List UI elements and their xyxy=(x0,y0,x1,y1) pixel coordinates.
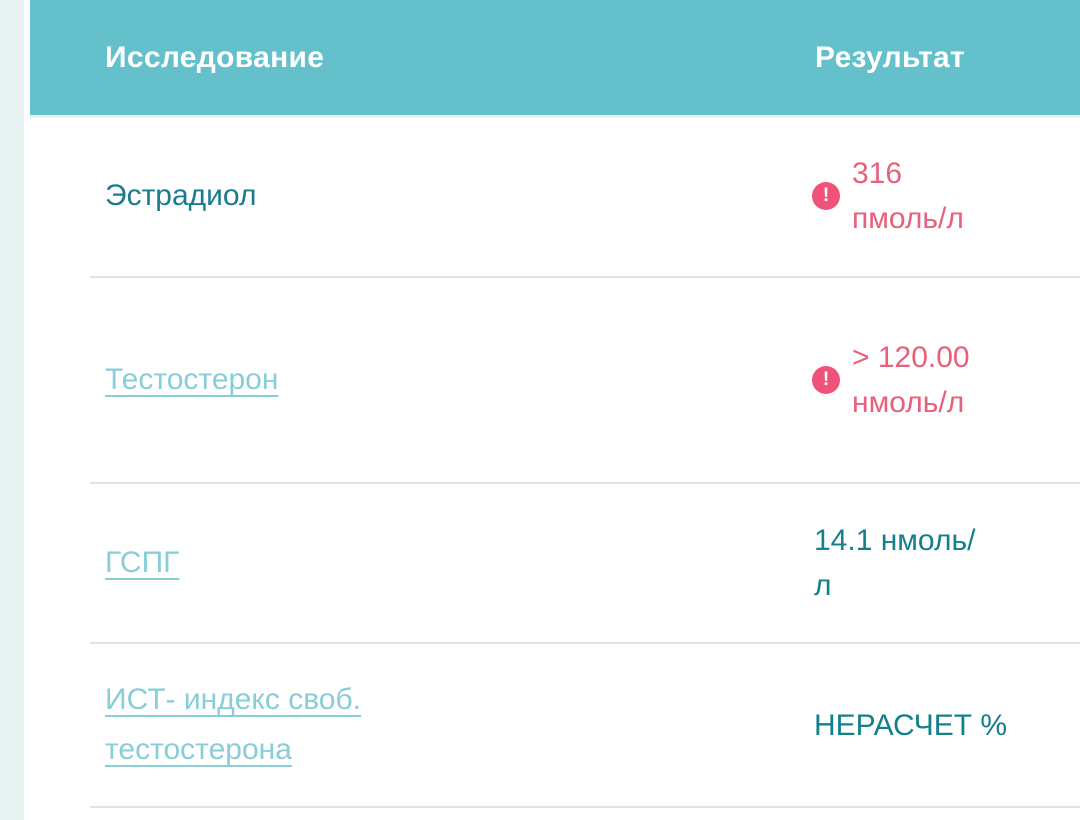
test-name-cell: Эстрадиол xyxy=(90,171,812,221)
result-line: 14.1 нмоль/ xyxy=(814,524,976,557)
table-header: Исследование Результат xyxy=(30,0,1080,115)
result-cell: НЕРАСЧЕТ % xyxy=(812,703,1080,748)
result-value: > 120.00 нмоль/л xyxy=(852,335,970,425)
result-value: НЕРАСЧЕТ % xyxy=(814,703,1007,748)
test-name-cell: ИСТ- индекс своб. тестостерона xyxy=(90,675,812,775)
result-line: 316 xyxy=(852,156,903,190)
table-row: Тестостерон ! > 120.00 нмоль/л xyxy=(90,278,1080,484)
page-background-strip xyxy=(0,0,24,820)
column-header-study: Исследование xyxy=(105,40,325,74)
column-header-result: Результат xyxy=(815,40,966,74)
result-line: л xyxy=(814,569,832,602)
warning-icon: ! xyxy=(812,181,840,210)
result-line: НЕРАСЧЕТ % xyxy=(814,708,1008,742)
table-row: Эстрадиол ! 316 пмоль/л xyxy=(90,115,1080,278)
table-row: ИСТ- индекс своб. тестостерона НЕРАСЧЕТ … xyxy=(90,644,1080,808)
result-cell: ! 316 пмоль/л xyxy=(812,151,1080,241)
test-name-cell: Тестостерон xyxy=(90,355,812,405)
result-line: нмоль/л xyxy=(852,386,965,419)
test-name: Эстрадиол xyxy=(105,178,257,212)
table-row: ГСПГ 14.1 нмоль/ л xyxy=(90,484,1080,644)
result-line: пмоль/л xyxy=(852,201,964,235)
table-body: Эстрадиол ! 316 пмоль/л Тестостерон ! > … xyxy=(30,115,1080,808)
results-table: Исследование Результат Эстрадиол ! 316 п… xyxy=(30,0,1080,820)
test-name-cell: ГСПГ xyxy=(90,538,812,588)
result-cell: ! > 120.00 нмоль/л xyxy=(812,335,1080,425)
warning-icon: ! xyxy=(812,366,840,394)
result-cell: 14.1 нмоль/ л xyxy=(812,518,1080,608)
result-value: 14.1 нмоль/ л xyxy=(814,518,975,608)
test-name-link[interactable]: ГСПГ xyxy=(105,546,180,579)
test-name-link[interactable]: Тестостерон xyxy=(105,363,279,396)
result-value: 316 пмоль/л xyxy=(852,151,964,241)
result-line: > 120.00 xyxy=(852,341,970,374)
test-name-link[interactable]: ИСТ- индекс своб. тестостерона xyxy=(105,683,361,766)
